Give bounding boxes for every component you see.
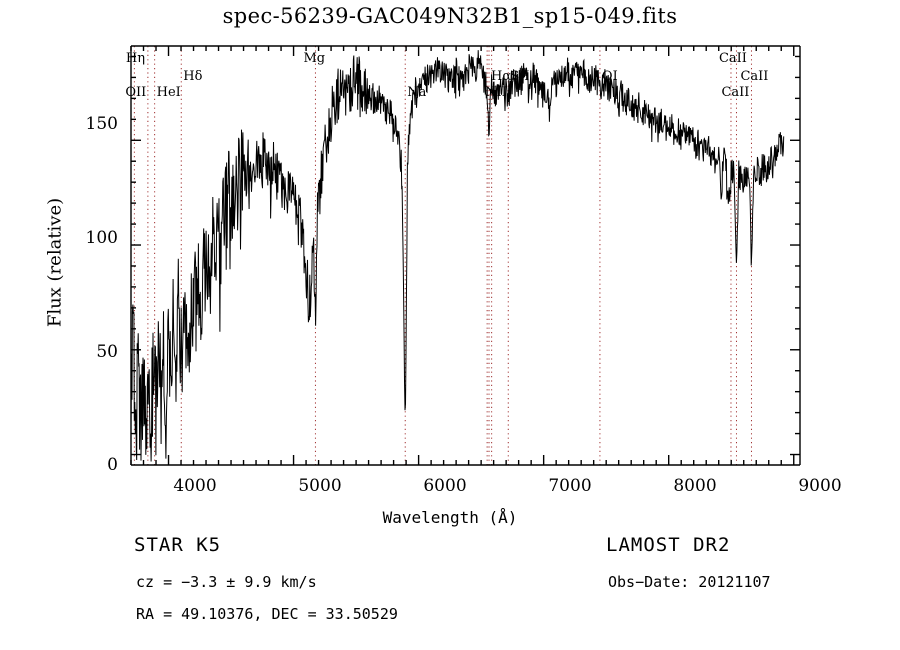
line-label-OII: OII	[125, 85, 147, 100]
line-marker-grid	[133, 46, 752, 465]
axis-frame	[130, 45, 801, 466]
line-label-Heta: Hη	[125, 51, 146, 66]
line-label-SII: SII	[510, 69, 530, 84]
x-axis-title: Wavelength (Å)	[382, 508, 518, 527]
line-label-CaII1: CaII	[718, 51, 747, 66]
xtick-label: 8000	[673, 476, 717, 496]
page-title: spec-56239-GAC049N32B1_sp15-049.fits	[222, 4, 678, 28]
line-label-HeI: HeI	[156, 85, 181, 100]
line-label-OI: OI	[601, 69, 618, 84]
ytick-label: 50	[96, 342, 118, 362]
line-label-CaII2: CaII	[740, 69, 769, 84]
line-label-CaII3: CaII	[721, 85, 750, 100]
ytick-label: 100	[85, 228, 118, 248]
xtick-label: 6000	[423, 476, 467, 496]
survey-name: LAMOST DR2	[606, 534, 731, 556]
line-label-Mg: Mg	[303, 51, 326, 66]
line-label-NII1: NII	[485, 85, 507, 100]
flux-trace	[130, 50, 785, 462]
xtick-label: 4000	[173, 476, 217, 496]
ytick-label: 0	[107, 455, 118, 475]
xtick-label: 7000	[548, 476, 592, 496]
object-type: STAR K5	[134, 534, 222, 556]
redshift-cz: cz = −3.3 ± 9.9 km/s	[136, 573, 317, 591]
xtick-label: 9000	[798, 476, 842, 496]
ytick-label: 150	[85, 114, 118, 134]
obs-date: Obs−Date: 20121107	[608, 573, 771, 591]
line-label-Na: Na	[407, 85, 427, 100]
line-label-Halpha: Hα	[491, 69, 512, 84]
sky-coords: RA = 49.10376, DEC = 33.50529	[136, 605, 398, 623]
y-axis-title: Flux (relative)	[44, 197, 66, 328]
line-label-Hdelta: Hδ	[183, 69, 203, 84]
xtick-label: 5000	[298, 476, 342, 496]
